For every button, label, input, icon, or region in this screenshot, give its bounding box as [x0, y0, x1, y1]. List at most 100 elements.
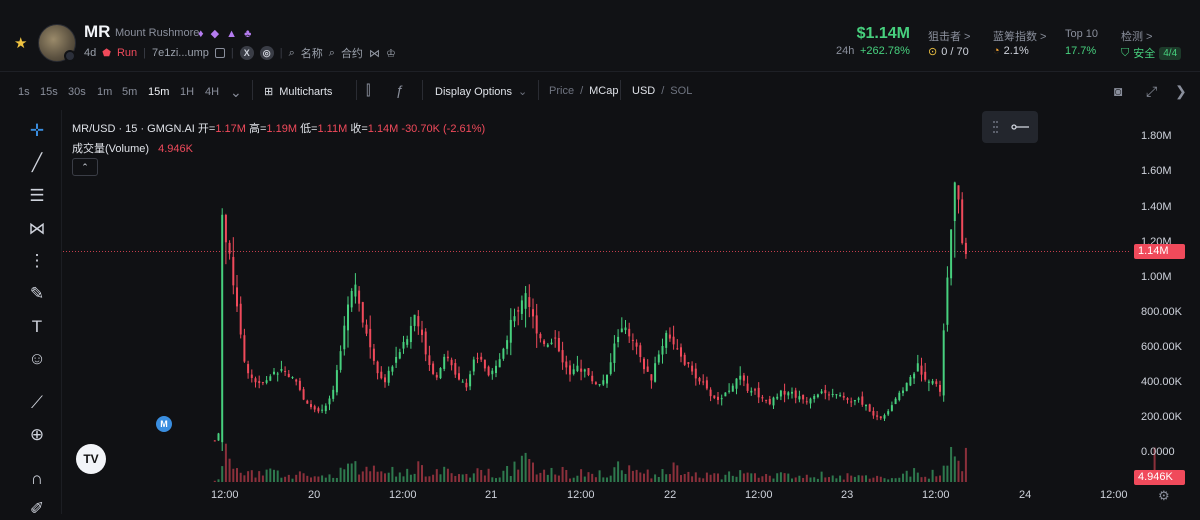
volume-bar: [417, 461, 420, 482]
volume-bar: [461, 474, 464, 482]
volume-bar: [572, 477, 575, 482]
indicators-fx-icon[interactable]: ƒ: [396, 82, 404, 98]
tf-1s[interactable]: 1s: [18, 86, 30, 98]
volume-bar: [409, 474, 412, 482]
horizontal-lines-icon[interactable]: ☰: [29, 186, 45, 205]
change-value: +262.78%: [860, 45, 910, 57]
candle-type-icon[interactable]: ⫿: [366, 82, 371, 98]
crosshair-icon[interactable]: ✛: [29, 121, 45, 140]
volume-bar: [831, 475, 834, 482]
volume-bar: [739, 470, 742, 482]
collapse-chevron-icon[interactable]: ❯: [1175, 83, 1187, 99]
candle: [280, 368, 283, 371]
volume-bar: [295, 474, 298, 482]
volume-bar: [876, 475, 879, 482]
volume-bar: [284, 476, 287, 482]
candle: [831, 393, 834, 395]
fib-levels-icon[interactable]: ⋮: [28, 251, 46, 270]
ruler-icon[interactable]: ⟋: [31, 393, 43, 412]
volume-bar: [546, 474, 549, 482]
candle: [617, 336, 620, 343]
token-address[interactable]: 7e1zi...ump: [152, 47, 209, 59]
brush-icon[interactable]: ✎: [29, 284, 45, 303]
tf-30s[interactable]: 30s: [68, 86, 86, 98]
crown-icon[interactable]: ♔: [385, 47, 396, 60]
text-tool-icon[interactable]: T: [31, 317, 43, 336]
bluechip-label[interactable]: 蓝筹指数 >: [993, 31, 1047, 43]
volume-bar: [576, 475, 579, 482]
volume-bar: [628, 465, 631, 482]
volume-bar: [591, 473, 594, 482]
x-twitter-icon[interactable]: X: [239, 46, 254, 60]
tf-4h[interactable]: 4H: [205, 86, 220, 98]
candle: [273, 371, 275, 375]
pattern-icon[interactable]: ⋈: [28, 219, 46, 238]
snipers-label[interactable]: 狙击者 >: [928, 31, 971, 43]
tf-more-chevron-icon[interactable]: ⌄: [230, 84, 242, 100]
trend-line-icon[interactable]: ╱: [31, 153, 43, 172]
zoom-in-icon[interactable]: ⊕: [29, 425, 45, 444]
candle: [865, 404, 867, 407]
search-name-link[interactable]: 名称: [300, 48, 323, 60]
camera-icon[interactable]: ◙: [1114, 83, 1123, 99]
candle: [698, 378, 701, 382]
volume-bar: [946, 465, 949, 482]
tf-15s[interactable]: 15s: [40, 86, 58, 98]
volume-bar: [217, 479, 220, 482]
volume-label: 成交量(Volume): [72, 143, 150, 155]
volume-bar: [639, 472, 642, 482]
volume-legend: 成交量(Volume) 4.946K: [72, 140, 193, 156]
check-stat: ⛉ 安全 4/4: [1121, 45, 1182, 61]
share-icon[interactable]: ⋈: [368, 47, 380, 60]
volume-bar: [350, 463, 353, 482]
volume-bar: [384, 473, 386, 482]
volume-bar: [957, 460, 960, 482]
candle: [317, 408, 320, 412]
display-options-button[interactable]: Display Options ⌄: [435, 85, 528, 99]
volume-bar: [761, 476, 764, 482]
volume-bar: [469, 477, 472, 482]
candle: [953, 182, 956, 222]
check-label[interactable]: 检测 >: [1121, 31, 1153, 43]
candle: [287, 373, 290, 378]
fullscreen-icon[interactable]: ⤢: [1146, 83, 1158, 99]
volume-bar: [913, 468, 916, 482]
volume-bar: [746, 472, 749, 482]
multicharts-button[interactable]: ⊞ Multicharts: [264, 85, 333, 99]
tf-1m[interactable]: 1m: [97, 86, 113, 98]
x-tick: 12:00: [745, 489, 773, 501]
candle: [890, 405, 893, 411]
migration-marker-icon[interactable]: M: [156, 416, 172, 432]
favorite-star-icon[interactable]: ★: [14, 35, 28, 52]
volume-bar: [754, 473, 756, 482]
website-icon[interactable]: ◎: [259, 46, 274, 60]
price-mcap-toggle[interactable]: Price / MCap: [549, 85, 619, 97]
candle: [809, 398, 812, 404]
tf-5m[interactable]: 5m: [122, 86, 138, 98]
volume-bar: [950, 446, 953, 482]
candle: [561, 350, 564, 363]
check-value: 安全: [1133, 48, 1156, 60]
volume-bar: [261, 475, 264, 482]
emoji-icon[interactable]: ☺: [28, 349, 46, 368]
pencil-lock-icon[interactable]: ✐: [29, 499, 45, 518]
search-contract-link[interactable]: 合约: [340, 48, 363, 60]
volume-bar: [617, 461, 620, 482]
usd-sol-toggle[interactable]: USD / SOL: [632, 85, 693, 97]
volume-bar: [254, 477, 257, 482]
chart-widget-toggle[interactable]: [982, 111, 1038, 143]
candle: [935, 381, 938, 385]
volume-bar: [865, 475, 867, 482]
candle: [224, 215, 227, 243]
tf-1h[interactable]: 1H: [180, 86, 195, 98]
chart-settings-gear-icon[interactable]: ⚙: [1158, 488, 1170, 503]
legend-collapse-button[interactable]: ⌃: [72, 158, 98, 176]
candle: [247, 364, 250, 374]
tf-15m[interactable]: 15m: [148, 86, 170, 98]
copy-icon[interactable]: [214, 48, 225, 58]
volume-bar: [835, 478, 838, 482]
price-chart[interactable]: [63, 110, 1200, 514]
magnet-icon[interactable]: ∩: [30, 469, 44, 488]
volume-bar: [565, 469, 568, 482]
drawing-toolbar: ✛ ╱ ☰ ⋈ ⋮ ✎ T ☺ ⟋ ⊕ ∩ ✐: [0, 110, 62, 518]
